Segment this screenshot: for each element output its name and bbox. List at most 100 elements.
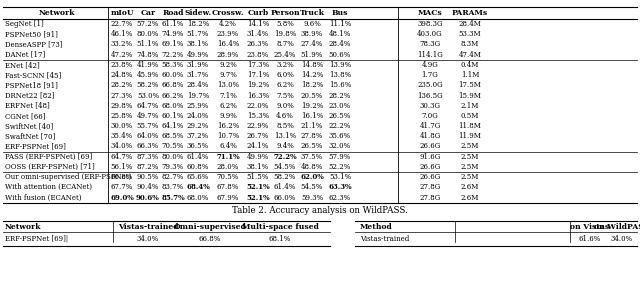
Text: 37.5%: 37.5%: [301, 153, 323, 161]
Text: 70.5%: 70.5%: [217, 173, 239, 181]
Text: 5.8%: 5.8%: [276, 20, 294, 28]
Text: 4.2%: 4.2%: [219, 20, 237, 28]
Text: 90.6%: 90.6%: [136, 193, 160, 202]
Text: 41.7G: 41.7G: [419, 122, 440, 130]
Text: 45.9%: 45.9%: [137, 71, 159, 79]
Text: 34.0%: 34.0%: [137, 235, 159, 242]
Text: 8.3M: 8.3M: [461, 40, 479, 48]
Text: 13.0%: 13.0%: [217, 81, 239, 89]
Text: on Vistas: on Vistas: [570, 223, 610, 231]
Text: 49.9%: 49.9%: [187, 51, 209, 59]
Text: Person: Person: [270, 9, 300, 17]
Text: Method: Method: [360, 223, 393, 231]
Text: 27.8G: 27.8G: [419, 183, 440, 191]
Text: 47.4M: 47.4M: [459, 51, 481, 59]
Text: 35.4%: 35.4%: [111, 132, 133, 140]
Text: 31.9%: 31.9%: [187, 61, 209, 69]
Text: 19.2%: 19.2%: [301, 102, 323, 110]
Text: 68.5%: 68.5%: [162, 132, 184, 140]
Text: 54.5%: 54.5%: [301, 183, 323, 191]
Text: 53.0%: 53.0%: [137, 91, 159, 100]
Text: 1.7G: 1.7G: [422, 71, 438, 79]
Text: 9.2%: 9.2%: [219, 61, 237, 69]
Text: 64.7%: 64.7%: [137, 102, 159, 110]
Text: 23.8%: 23.8%: [247, 51, 269, 59]
Text: 52.1%: 52.1%: [246, 193, 270, 202]
Text: 24.0%: 24.0%: [187, 112, 209, 120]
Text: 14.8%: 14.8%: [301, 61, 323, 69]
Text: 66.3%: 66.3%: [137, 143, 159, 150]
Text: 34.0%: 34.0%: [611, 235, 633, 242]
Text: 2.5M: 2.5M: [461, 163, 479, 171]
Text: 62.0%: 62.0%: [300, 173, 324, 181]
Text: 67.7%: 67.7%: [111, 183, 133, 191]
Text: 28.4M: 28.4M: [459, 20, 481, 28]
Text: 52.2%: 52.2%: [329, 163, 351, 171]
Text: 18.2%: 18.2%: [187, 20, 209, 28]
Text: 78.3G: 78.3G: [419, 40, 440, 48]
Text: Vistas-trained: Vistas-trained: [360, 235, 409, 242]
Text: 14.2%: 14.2%: [301, 71, 323, 79]
Text: Curb: Curb: [248, 9, 269, 17]
Text: 53.1%: 53.1%: [329, 173, 351, 181]
Text: 58.3%: 58.3%: [162, 61, 184, 69]
Text: 23.8%: 23.8%: [111, 61, 133, 69]
Text: 26.6G: 26.6G: [419, 163, 440, 171]
Text: 16.4%: 16.4%: [217, 40, 239, 48]
Text: 67.9%: 67.9%: [217, 193, 239, 202]
Text: 21.1%: 21.1%: [301, 122, 323, 130]
Text: 60.8%: 60.8%: [187, 163, 209, 171]
Text: With fusion (ECANet): With fusion (ECANet): [5, 193, 81, 202]
Text: 49.7%: 49.7%: [137, 112, 159, 120]
Text: 19.8%: 19.8%: [274, 30, 296, 38]
Text: 27.4%: 27.4%: [301, 40, 323, 48]
Text: 71.1%: 71.1%: [216, 153, 240, 161]
Text: 54.5%: 54.5%: [274, 163, 296, 171]
Text: PASS (ERF-PSPNet) [69]: PASS (ERF-PSPNet) [69]: [5, 153, 92, 161]
Text: 31.7%: 31.7%: [187, 71, 209, 79]
Text: 79.3%: 79.3%: [162, 163, 184, 171]
Text: 18.2%: 18.2%: [301, 81, 323, 89]
Text: 27.8%: 27.8%: [301, 132, 323, 140]
Text: 66.8%: 66.8%: [111, 173, 133, 181]
Text: 61.1%: 61.1%: [162, 20, 184, 28]
Text: 28.2%: 28.2%: [329, 91, 351, 100]
Text: 66.8%: 66.8%: [199, 235, 221, 242]
Text: ERF-PSPNet [69]|: ERF-PSPNet [69]|: [5, 235, 68, 242]
Text: 90.5%: 90.5%: [137, 173, 159, 181]
Text: 6.2%: 6.2%: [219, 102, 237, 110]
Text: 60.0%: 60.0%: [162, 71, 184, 79]
Text: 13.1%: 13.1%: [274, 132, 296, 140]
Text: PSPNet50 [91]: PSPNet50 [91]: [5, 30, 58, 38]
Text: 7.1%: 7.1%: [219, 91, 237, 100]
Text: SwiftNet [40]: SwiftNet [40]: [5, 122, 53, 130]
Text: 70.5%: 70.5%: [162, 143, 184, 150]
Text: 23.9%: 23.9%: [217, 30, 239, 38]
Text: 11.9M: 11.9M: [459, 132, 481, 140]
Text: 15.6%: 15.6%: [329, 81, 351, 89]
Text: 61.4%: 61.4%: [187, 153, 209, 161]
Text: With attention (ECANet): With attention (ECANet): [5, 183, 92, 191]
Text: 0.4M: 0.4M: [461, 61, 479, 69]
Text: 74.8%: 74.8%: [137, 51, 159, 59]
Text: 30.3G: 30.3G: [419, 102, 440, 110]
Text: 72.2%: 72.2%: [273, 153, 297, 161]
Text: 26.6G: 26.6G: [419, 143, 440, 150]
Text: 66.0%: 66.0%: [274, 193, 296, 202]
Text: 62.3%: 62.3%: [329, 193, 351, 202]
Text: 36.5%: 36.5%: [187, 143, 209, 150]
Text: Car: Car: [140, 9, 156, 17]
Text: 38.9%: 38.9%: [301, 30, 323, 38]
Text: 57.9%: 57.9%: [329, 153, 351, 161]
Text: 49.9%: 49.9%: [247, 153, 269, 161]
Text: 29.8%: 29.8%: [111, 102, 133, 110]
Text: 19.7%: 19.7%: [187, 91, 209, 100]
Text: 17.3%: 17.3%: [247, 61, 269, 69]
Text: 7.0G: 7.0G: [422, 112, 438, 120]
Text: OOSS (ERF-PSPNet) [71]: OOSS (ERF-PSPNet) [71]: [5, 163, 95, 171]
Text: 66.8%: 66.8%: [162, 81, 184, 89]
Text: 87.3%: 87.3%: [137, 153, 159, 161]
Text: 51.5%: 51.5%: [247, 173, 269, 181]
Text: 30.0%: 30.0%: [111, 122, 133, 130]
Text: 13.8%: 13.8%: [329, 71, 351, 79]
